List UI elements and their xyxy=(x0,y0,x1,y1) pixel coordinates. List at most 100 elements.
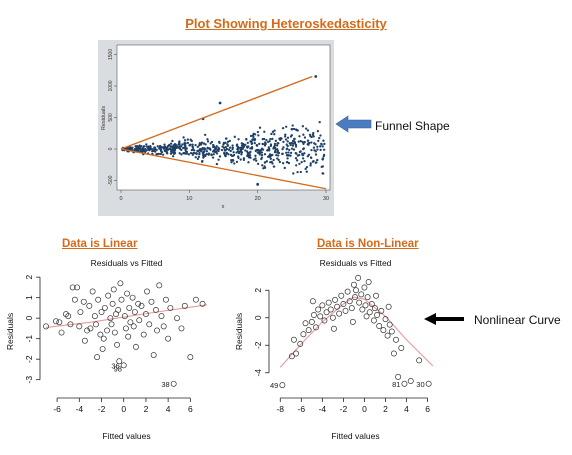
funnel-point xyxy=(247,145,250,148)
funnel-point xyxy=(223,148,226,151)
funnel-point xyxy=(139,150,142,153)
funnel-point xyxy=(316,158,319,162)
funnel-point xyxy=(308,141,311,145)
funnel-point xyxy=(262,167,265,170)
funnel-point xyxy=(128,148,131,151)
funnel-point xyxy=(134,149,138,152)
funnel-point xyxy=(202,150,206,153)
funnel-point xyxy=(281,162,285,165)
residual-point xyxy=(97,331,104,338)
funnel-point xyxy=(144,150,147,154)
funnel-point xyxy=(252,132,255,135)
funnel-point xyxy=(269,137,272,141)
residual-point xyxy=(309,298,316,305)
funnel-chart: -500 0 500 1000 1500 Residuals 0 10 20 30 x xyxy=(98,40,334,216)
residual-point xyxy=(110,286,117,293)
funnel-point xyxy=(220,148,224,152)
funnel-point xyxy=(130,146,133,149)
residual-point xyxy=(158,313,165,320)
funnel-point xyxy=(296,171,299,174)
funnel-point xyxy=(289,135,293,138)
funnel-point xyxy=(173,151,176,154)
funnel-point xyxy=(184,148,187,151)
funnel-point xyxy=(311,133,315,136)
residual-point xyxy=(87,325,94,332)
funnel-point xyxy=(125,148,128,151)
funnel-point xyxy=(225,147,229,151)
funnel-point xyxy=(263,153,267,156)
funnel-point xyxy=(167,148,170,151)
residual-point xyxy=(368,301,375,307)
funnel-point xyxy=(228,139,231,143)
funnel-point xyxy=(197,149,200,152)
funnel-point xyxy=(191,143,194,146)
funnel-point xyxy=(235,160,239,164)
x-tick-label: -2 xyxy=(340,404,348,414)
funnel-point xyxy=(159,147,162,151)
funnel-point xyxy=(231,146,235,149)
funnel-point xyxy=(311,160,315,163)
funnel-point xyxy=(247,156,251,159)
funnel-point xyxy=(128,148,131,151)
funnel-point xyxy=(132,151,135,154)
funnel-point xyxy=(133,150,136,153)
residual-point xyxy=(329,314,336,321)
funnel-point xyxy=(256,151,259,154)
funnel-point xyxy=(204,133,207,136)
funnel-point xyxy=(307,143,310,146)
funnel-point xyxy=(246,154,249,157)
funnel-point xyxy=(159,152,162,156)
funnel-point xyxy=(282,140,285,144)
x-tick-label: -4 xyxy=(76,404,84,414)
funnel-point xyxy=(202,154,205,157)
funnel-point xyxy=(293,142,297,145)
funnel-point xyxy=(147,148,150,151)
funnel-point xyxy=(232,159,235,162)
funnel-point xyxy=(296,154,299,157)
curve-callout-arrow xyxy=(424,313,464,325)
funnel-point xyxy=(301,152,304,155)
funnel-point xyxy=(195,152,198,155)
funnel-point xyxy=(320,143,323,146)
funnel-point xyxy=(233,162,236,165)
funnel-point xyxy=(253,139,256,142)
funnel-point xyxy=(149,148,152,151)
funnel-point xyxy=(196,145,199,149)
y-tick-label: 0 xyxy=(253,315,263,320)
funnel-point xyxy=(249,150,252,154)
funnel-point xyxy=(169,152,173,155)
funnel-point xyxy=(241,146,244,149)
funnel-point xyxy=(294,143,298,147)
funnel-point xyxy=(171,150,174,154)
funnel-point xyxy=(252,158,256,161)
funnel-point xyxy=(129,148,132,151)
residual-point xyxy=(425,380,432,387)
residual-point xyxy=(94,354,101,361)
x-tick-label: 0 xyxy=(121,404,126,414)
funnel-point xyxy=(147,147,150,150)
loess-smoother-line xyxy=(279,296,434,368)
funnel-point xyxy=(313,142,316,145)
funnel-point xyxy=(196,157,200,160)
funnel-point xyxy=(213,150,217,154)
funnel-point xyxy=(247,154,250,157)
funnel-point xyxy=(286,136,290,139)
funnel-point xyxy=(321,145,324,148)
residual-point xyxy=(181,302,188,309)
funnel-point xyxy=(135,146,139,150)
funnel-point xyxy=(135,145,139,148)
funnel-point xyxy=(205,152,208,156)
funnel-point xyxy=(169,142,173,145)
funnel-point xyxy=(230,154,234,158)
funnel-point xyxy=(285,154,289,157)
funnel-point xyxy=(212,144,215,147)
funnel-point xyxy=(222,141,226,145)
funnel-point xyxy=(295,152,298,155)
funnel-point xyxy=(236,145,239,148)
funnel-point xyxy=(293,141,297,144)
funnel-point xyxy=(144,148,147,151)
residual-point xyxy=(352,294,358,301)
funnel-point xyxy=(192,151,195,155)
funnel-point xyxy=(244,143,247,146)
funnel-point xyxy=(288,148,291,152)
